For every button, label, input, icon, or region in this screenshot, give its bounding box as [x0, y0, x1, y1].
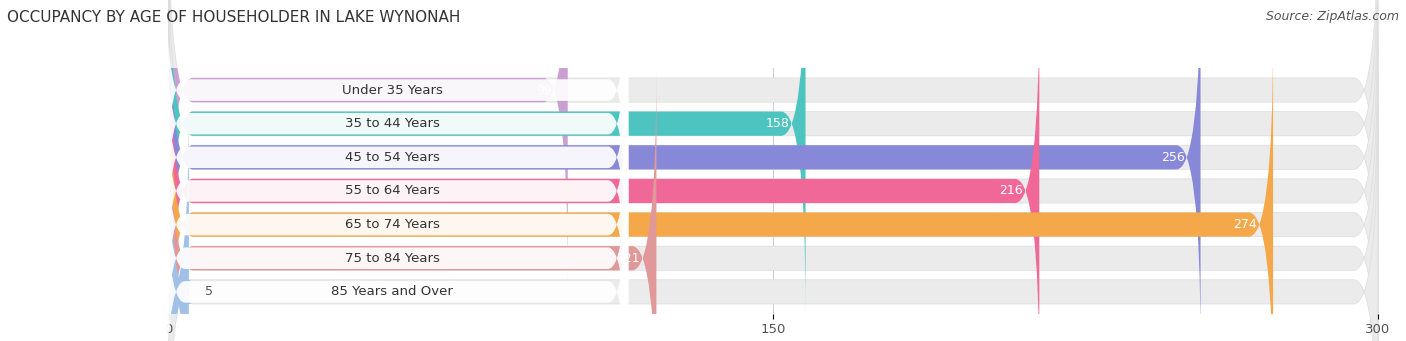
FancyBboxPatch shape [169, 0, 1378, 280]
FancyBboxPatch shape [169, 0, 806, 313]
FancyBboxPatch shape [169, 0, 568, 280]
FancyBboxPatch shape [169, 102, 1378, 341]
FancyBboxPatch shape [165, 0, 628, 248]
FancyBboxPatch shape [165, 67, 628, 341]
Text: 158: 158 [765, 117, 789, 130]
Text: 65 to 74 Years: 65 to 74 Years [344, 218, 440, 231]
FancyBboxPatch shape [169, 0, 1378, 313]
FancyBboxPatch shape [169, 1, 1378, 341]
FancyBboxPatch shape [165, 0, 628, 281]
FancyBboxPatch shape [169, 69, 657, 341]
Text: Under 35 Years: Under 35 Years [342, 84, 443, 97]
Text: 55 to 64 Years: 55 to 64 Years [344, 184, 440, 197]
FancyBboxPatch shape [165, 33, 628, 341]
FancyBboxPatch shape [169, 0, 1201, 341]
Text: OCCUPANCY BY AGE OF HOUSEHOLDER IN LAKE WYNONAH: OCCUPANCY BY AGE OF HOUSEHOLDER IN LAKE … [7, 10, 460, 25]
FancyBboxPatch shape [165, 134, 628, 341]
Text: 121: 121 [617, 252, 640, 265]
Text: 75 to 84 Years: 75 to 84 Years [344, 252, 440, 265]
FancyBboxPatch shape [169, 35, 1272, 341]
Text: 256: 256 [1161, 151, 1184, 164]
FancyBboxPatch shape [165, 101, 628, 341]
Text: 216: 216 [1000, 184, 1024, 197]
Text: 274: 274 [1233, 218, 1257, 231]
FancyBboxPatch shape [165, 0, 628, 315]
FancyBboxPatch shape [169, 35, 1378, 341]
Text: 85 Years and Over: 85 Years and Over [332, 285, 453, 298]
Text: 35 to 44 Years: 35 to 44 Years [344, 117, 440, 130]
FancyBboxPatch shape [169, 1, 1039, 341]
Text: 45 to 54 Years: 45 to 54 Years [344, 151, 440, 164]
Text: Source: ZipAtlas.com: Source: ZipAtlas.com [1265, 10, 1399, 23]
FancyBboxPatch shape [165, 102, 193, 341]
Text: 99: 99 [536, 84, 551, 97]
FancyBboxPatch shape [169, 0, 1378, 341]
FancyBboxPatch shape [169, 69, 1378, 341]
Text: 5: 5 [205, 285, 212, 298]
